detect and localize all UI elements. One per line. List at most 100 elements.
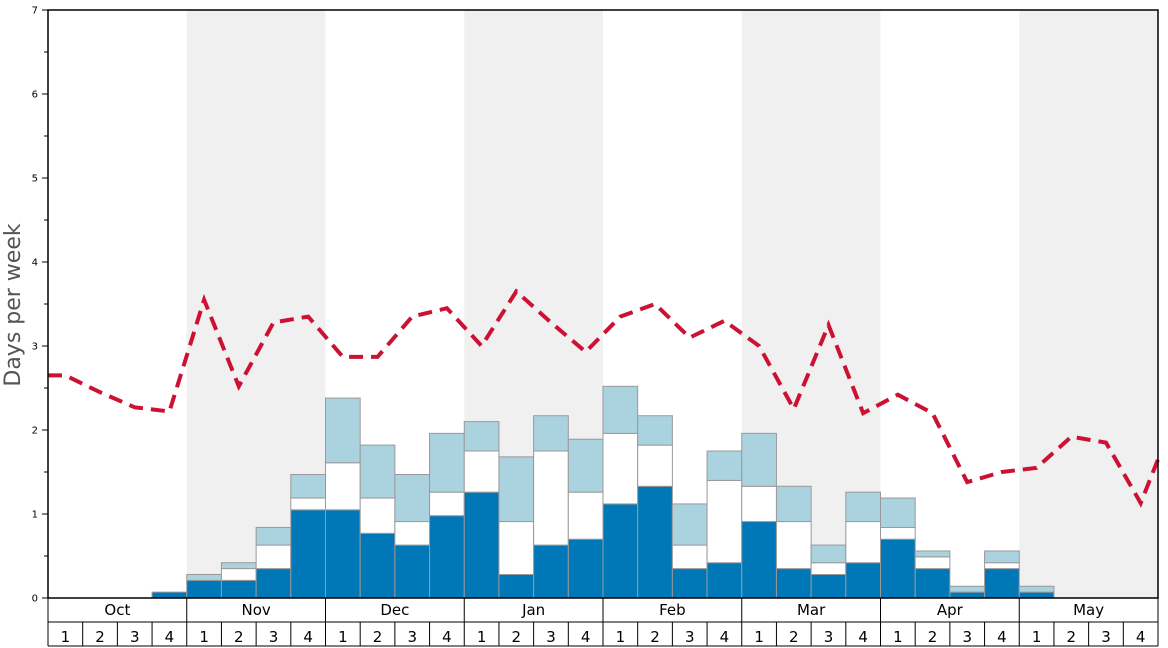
bar-dark	[220, 579, 257, 599]
month-label: Nov	[241, 601, 270, 619]
week-label: 1	[61, 628, 71, 646]
week-label: 3	[685, 628, 695, 646]
bar-dark	[984, 568, 1020, 599]
bar-light	[602, 385, 639, 434]
month-label: Dec	[380, 601, 409, 619]
week-label: 1	[477, 628, 487, 646]
bar-white	[671, 544, 708, 570]
bar-white	[845, 521, 881, 564]
bar-white	[255, 544, 292, 570]
week-label: 4	[581, 628, 591, 646]
y-tick-label: 0	[32, 594, 38, 605]
x-axis: Oct Nov Dec Jan Feb Mar Apr May 1 2 3 4 1 2 3 4 1 2 3 4 1 2 3 4…	[47, 598, 1159, 647]
bar-light	[706, 450, 743, 481]
week-label: 3	[1101, 628, 1111, 646]
week-label: 2	[789, 628, 799, 646]
bar-dark	[429, 515, 465, 599]
week-label: 4	[303, 628, 313, 646]
bar-dark	[1018, 591, 1055, 599]
bar-white	[498, 521, 535, 575]
month-label: Mar	[797, 601, 826, 619]
bar-light	[290, 474, 326, 499]
bar-light	[255, 526, 292, 546]
bar-light	[533, 415, 569, 452]
week-label: 2	[512, 628, 522, 646]
bar-white	[706, 479, 743, 564]
bar-light	[325, 397, 361, 464]
bar-dark	[359, 532, 396, 599]
bar-light	[220, 562, 257, 570]
average-line-group	[48, 288, 1160, 508]
y-tick-label: 6	[32, 90, 38, 101]
week-label: 3	[407, 628, 417, 646]
week-label: 4	[442, 628, 452, 646]
average-line	[48, 288, 1160, 508]
week-label: 1	[616, 628, 626, 646]
y-tick-label: 4	[32, 258, 38, 269]
bar-dark	[498, 573, 535, 599]
bar-light	[741, 432, 777, 487]
month-label: May	[1073, 601, 1104, 619]
y-tick-label: 5	[32, 174, 38, 185]
week-label: 1	[1032, 628, 1042, 646]
bar-light	[498, 456, 535, 523]
bar-white	[463, 450, 500, 493]
bar-light	[463, 421, 500, 452]
bar-light	[810, 544, 847, 564]
week-label: 4	[1136, 628, 1146, 646]
bar-white	[984, 562, 1020, 570]
bar-dark	[325, 509, 361, 599]
week-label: 4	[720, 628, 730, 646]
bar-light	[984, 550, 1020, 564]
bar-dark	[810, 573, 847, 599]
bar-light	[845, 491, 881, 523]
y-tick-label: 2	[32, 426, 38, 437]
bar-dark	[463, 491, 500, 599]
bar-light	[567, 438, 604, 493]
bar-dark	[671, 568, 708, 599]
bar-white	[567, 491, 604, 540]
bar-white	[810, 562, 847, 575]
bar-white	[775, 521, 812, 570]
y-axis-label: Days per week	[1, 223, 26, 386]
bar-light	[394, 474, 431, 523]
bar-white	[914, 556, 951, 570]
bar-dark	[637, 485, 673, 599]
week-label: 4	[165, 628, 175, 646]
bar-light	[880, 497, 916, 528]
week-label: 2	[234, 628, 244, 646]
y-tick-label: 3	[32, 342, 38, 353]
bar-light	[429, 432, 465, 493]
week-label: 3	[130, 628, 140, 646]
bar-dark	[567, 538, 604, 599]
bar-dark	[255, 568, 292, 599]
bar-light	[914, 550, 951, 558]
bar-stacks	[151, 385, 1055, 599]
week-label: 3	[546, 628, 556, 646]
bar-dark	[394, 544, 431, 599]
y-tick-label: 7	[32, 6, 38, 17]
bar-white	[602, 432, 639, 505]
bar-white	[394, 521, 431, 546]
month-label: Feb	[659, 601, 686, 619]
week-label: 2	[650, 628, 660, 646]
week-label: 2	[95, 628, 105, 646]
bar-light	[671, 503, 708, 546]
bar-dark	[706, 562, 743, 599]
month-band	[1019, 10, 1158, 598]
bar-dark	[949, 591, 986, 599]
bar-light	[359, 444, 396, 499]
week-label: 1	[199, 628, 209, 646]
bar-white	[741, 485, 777, 523]
month-label: Jan	[521, 601, 545, 619]
bar-white	[359, 497, 396, 534]
bar-white	[220, 568, 257, 581]
bar-light	[637, 415, 673, 446]
bar-dark	[186, 579, 222, 599]
week-label: 3	[824, 628, 834, 646]
week-label: 4	[858, 628, 868, 646]
week-label: 2	[1067, 628, 1077, 646]
month-label: Apr	[937, 601, 964, 619]
bar-dark	[602, 503, 639, 599]
bar-light	[1018, 585, 1055, 593]
